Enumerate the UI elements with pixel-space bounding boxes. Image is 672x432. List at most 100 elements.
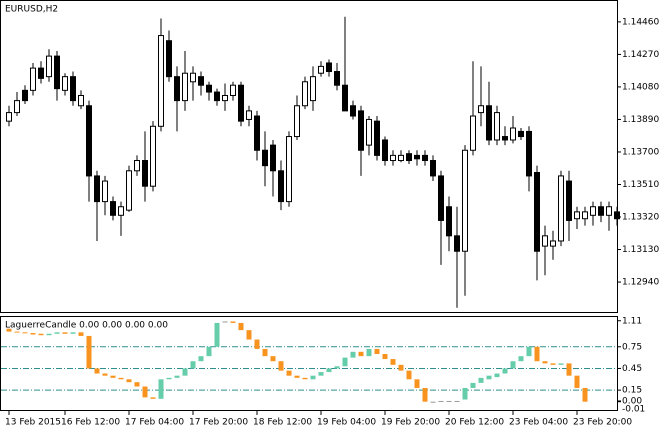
candle-body <box>150 125 156 187</box>
x-tick-label: 19 Feb 04:00 <box>317 418 376 428</box>
candle-body <box>110 201 116 216</box>
y-tick-label: 1.12940 <box>622 278 659 288</box>
candle-body <box>438 400 444 402</box>
candle-body <box>310 375 316 380</box>
candle-body <box>470 382 476 388</box>
candle-body <box>534 172 540 252</box>
candle-body <box>142 160 148 187</box>
candle-body <box>430 160 436 177</box>
candle-body <box>582 387 588 402</box>
y-tick-label: 0.45 <box>622 364 642 374</box>
candle-body <box>198 356 204 362</box>
y-tick-label: 1.14460 <box>622 17 659 27</box>
candle-body <box>214 91 220 102</box>
candle-body <box>174 76 180 102</box>
candle-body <box>6 328 12 332</box>
candle-body <box>350 105 356 117</box>
candle-body <box>486 105 492 141</box>
y-tick-label: 1.14080 <box>622 82 659 92</box>
candle-body <box>166 40 172 78</box>
candle-body <box>350 351 356 358</box>
candle-body <box>30 333 36 335</box>
candle-body <box>278 170 284 203</box>
indicator-panel <box>0 316 618 411</box>
candle-body <box>134 382 140 387</box>
y-tick-label: 1.14270 <box>622 50 659 60</box>
candle-body <box>142 386 148 398</box>
candle-body <box>470 115 476 151</box>
candle-body <box>526 346 532 357</box>
candle-body <box>286 136 292 203</box>
candle-body <box>302 377 308 380</box>
candle-body <box>406 370 412 380</box>
candle-body <box>54 332 60 334</box>
candle-body <box>358 110 364 151</box>
candle-body <box>374 120 380 156</box>
x-tick-label: 19 Feb 20:00 <box>381 418 440 428</box>
candle-body <box>102 180 108 203</box>
candle-body <box>326 368 332 373</box>
candle-body <box>382 353 388 360</box>
candle-body <box>606 206 612 216</box>
y-tick-label: 1.13320 <box>622 213 659 223</box>
candle-body <box>566 363 572 376</box>
candle-body <box>38 67 44 79</box>
candle-body <box>422 387 428 402</box>
candle-body <box>390 154 396 162</box>
candle-body <box>70 76 76 102</box>
candle-body <box>62 332 68 334</box>
candle-body <box>414 379 420 388</box>
y-tick-label: 1.11 <box>622 316 642 326</box>
y-tick-label: 0.75 <box>622 342 642 352</box>
candle-body <box>198 76 204 86</box>
candle-body <box>214 322 220 347</box>
y-tick-label: 1.13130 <box>622 245 659 255</box>
candle-body <box>406 153 412 162</box>
candle-body <box>254 115 260 151</box>
candle-body <box>262 348 268 357</box>
candle-body <box>366 118 372 146</box>
candle-body <box>534 346 540 362</box>
candle-body <box>238 322 244 331</box>
candle-body <box>318 65 324 74</box>
candle-body <box>222 321 228 323</box>
y-tick-label: 1.13890 <box>622 115 659 125</box>
candle-body <box>582 211 588 220</box>
candle-body <box>206 346 212 357</box>
candle-body <box>414 154 420 160</box>
candle-body <box>558 175 564 242</box>
candle-body <box>478 377 484 383</box>
candle-body <box>318 372 324 376</box>
candle-body <box>502 368 508 374</box>
candle-body <box>46 333 52 336</box>
x-tick-label: 13 Feb 2015 <box>5 418 61 428</box>
candle-body <box>550 363 556 365</box>
candle-body <box>6 112 12 122</box>
candle-body <box>494 373 500 378</box>
candle-body <box>118 206 124 216</box>
candle-body <box>422 154 428 162</box>
candle-body <box>550 240 556 247</box>
candle-body <box>78 94 84 107</box>
candle-body <box>446 206 452 237</box>
candle-body <box>614 211 620 220</box>
y-tick-label: 1.13510 <box>622 180 659 190</box>
candle-body <box>310 76 316 102</box>
candle-body <box>598 206 604 216</box>
candle-body <box>518 130 524 138</box>
candle-body <box>542 235 548 247</box>
candle-body <box>510 361 516 369</box>
candle-body <box>14 331 20 333</box>
candle-body <box>110 375 116 378</box>
candle-body <box>246 110 252 120</box>
candle-body <box>94 368 100 374</box>
candle-body <box>590 206 596 216</box>
candle-body <box>150 397 156 399</box>
candle-body <box>70 332 76 334</box>
candle-body <box>502 136 508 141</box>
candle-body <box>46 55 52 78</box>
candle-body <box>430 401 436 403</box>
candle-body <box>462 387 468 400</box>
candle-body <box>438 175 444 221</box>
